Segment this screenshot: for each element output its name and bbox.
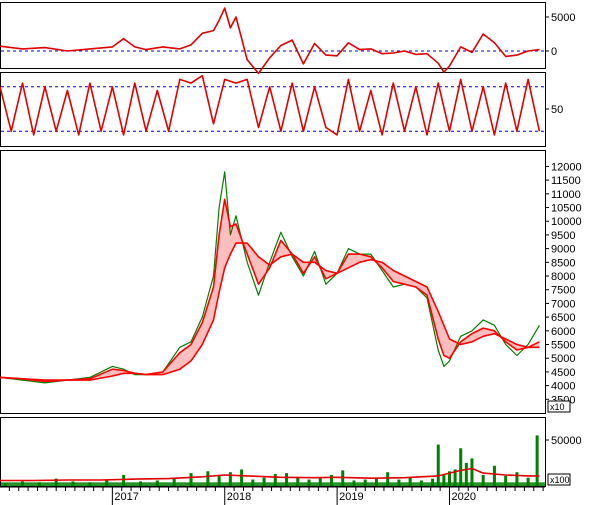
oscillator-y-tick-label: 0 <box>551 46 557 58</box>
volume-bar <box>459 448 463 486</box>
volume-multiplier-label: x100 <box>550 475 570 485</box>
volume-bar <box>240 469 244 486</box>
price-multiplier-label: x10 <box>550 402 565 412</box>
volume-bar <box>206 471 210 486</box>
reference-lines <box>1 50 545 132</box>
price-price-line <box>0 171 540 384</box>
axis-labels: 5000050350040004500500055006000650070007… <box>114 12 581 503</box>
axis-ticks <box>0 16 549 505</box>
volume-frame <box>0 417 546 487</box>
price-moving-average-ribbon-fast-line <box>0 198 540 383</box>
price-y-tick-label: 5500 <box>551 340 575 352</box>
price-y-tick-label: 6500 <box>551 312 575 324</box>
moving-average-ribbon <box>0 199 540 382</box>
volume-bar <box>262 477 266 486</box>
price-y-tick-label: 4000 <box>551 381 575 393</box>
volume-bar <box>172 477 176 486</box>
volume-multiplier-box <box>547 473 571 486</box>
series-lines <box>0 7 541 482</box>
stochastic-series-line <box>0 74 541 136</box>
x-tick-label: 2019 <box>339 491 363 503</box>
price-y-tick-label: 7000 <box>551 298 575 310</box>
price-frame <box>0 150 546 414</box>
stochastic-y-tick-label: 50 <box>551 104 563 116</box>
volume-y-tick-label: 50000 <box>551 435 582 447</box>
price-y-tick-label: 7500 <box>551 285 575 297</box>
price-y-tick-label: 10000 <box>551 216 582 228</box>
x-tick-label: 2020 <box>451 491 475 503</box>
x-tick-label: 2018 <box>227 491 251 503</box>
price-y-tick-label: 4500 <box>551 367 575 379</box>
volume-bar <box>436 444 440 486</box>
volume-bar <box>189 473 193 486</box>
x-tick-label: 2017 <box>114 491 138 503</box>
volume-bar <box>470 458 474 486</box>
volume-bar <box>464 463 468 486</box>
price-y-tick-label: 6000 <box>551 326 575 338</box>
price-y-tick-label: 9500 <box>551 230 575 242</box>
panel-frames <box>0 2 546 487</box>
volume-bar <box>122 474 126 486</box>
price-y-tick-label: 9000 <box>551 244 575 256</box>
volume-bars <box>1 435 545 486</box>
volume-bar <box>442 474 446 486</box>
volume-bar <box>535 435 539 486</box>
volume-bar <box>386 472 390 486</box>
price-y-tick-label: 11500 <box>551 175 581 187</box>
stochastic-frame <box>0 72 546 147</box>
price-moving-average-ribbon-slow-line <box>0 242 540 381</box>
volume-bar <box>447 471 451 486</box>
volume-bar <box>504 475 508 486</box>
price-multiplier-box <box>547 400 571 413</box>
price-y-tick-label: 5000 <box>551 353 575 365</box>
volume-bar <box>285 473 289 486</box>
oscillator-frame <box>0 2 546 69</box>
volume-bar <box>526 477 530 486</box>
volume-bar <box>217 474 221 486</box>
volume-bar <box>515 472 519 486</box>
volume-bar <box>408 477 412 486</box>
volume-volume-average-line <box>0 467 540 482</box>
price-y-tick-label: 11000 <box>551 189 581 201</box>
volume-bar <box>329 474 333 486</box>
volume-bar <box>228 472 232 486</box>
volume-bar <box>492 465 496 486</box>
volume-base-band <box>1 482 545 486</box>
price-y-tick-label: 8000 <box>551 271 575 283</box>
price-y-tick-label: 10500 <box>551 203 582 215</box>
volume-bar <box>296 476 300 486</box>
oscillator-series-line <box>0 7 540 75</box>
price-y-tick-label: 12000 <box>551 161 582 173</box>
volume-bar <box>453 469 457 486</box>
volume-bar <box>481 474 485 486</box>
volume-bar <box>273 474 277 486</box>
volume-bar <box>318 477 322 486</box>
price-y-tick-label: 8500 <box>551 257 575 269</box>
oscillator-y-tick-label: 5000 <box>551 12 575 24</box>
